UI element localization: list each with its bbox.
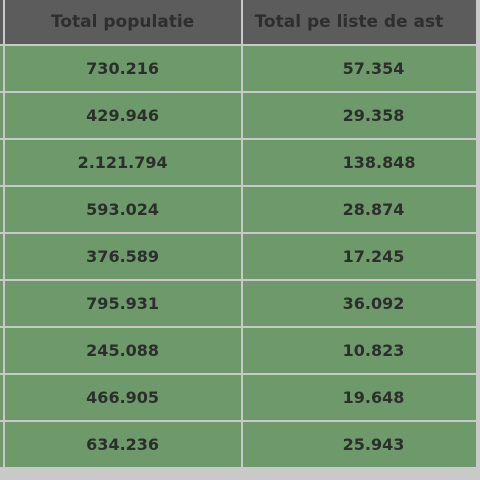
row-left-edge-cell [0,328,3,373]
header-total-on-lists[interactable]: Total pe liste de ast [242,0,476,44]
population-cell: 795.931 [4,281,241,326]
lists-cell: 36.092 [242,281,476,326]
population-cell: 634.236 [4,422,241,467]
row-left-edge-cell [0,140,3,185]
population-cell: 376.589 [4,234,241,279]
lists-cell: 19.648 [242,375,476,420]
population-cell: 245.088 [4,328,241,373]
table-row: 429.946 29.358 [0,93,476,138]
lists-cell: 138.848 [242,140,476,185]
lists-cell: 25.943 [242,422,476,467]
table-row: 376.589 17.245 [0,234,476,279]
row-left-edge-cell [0,93,3,138]
lists-cell: 17.245 [242,234,476,279]
row-left-edge-cell [0,234,3,279]
table-row: 634.236 25.943 [0,422,476,467]
table-row: 245.088 10.823 [0,328,476,373]
table-row: 2.121.794 138.848 [0,140,476,185]
lists-cell: 10.823 [242,328,476,373]
table-row: 593.024 28.874 [0,187,476,232]
lists-cell: 28.874 [242,187,476,232]
lists-cell: 29.358 [242,93,476,138]
table-row: 795.931 36.092 [0,281,476,326]
lists-cell: 57.354 [242,46,476,91]
row-left-edge-cell [0,46,3,91]
population-cell: 730.216 [4,46,241,91]
data-table: Total populatie Total pe liste de ast 73… [0,0,478,469]
row-left-edge-cell [0,281,3,326]
population-cell: 466.905 [4,375,241,420]
population-cell: 2.121.794 [4,140,241,185]
row-left-edge-cell [0,187,3,232]
table-row: 730.216 57.354 [0,46,476,91]
header-cell-left-edge [0,0,3,44]
header-total-population[interactable]: Total populatie [4,0,241,44]
table-row: 466.905 19.648 [0,375,476,420]
row-left-edge-cell [0,422,3,467]
table-header-row: Total populatie Total pe liste de ast [0,0,476,44]
population-cell: 593.024 [4,187,241,232]
row-left-edge-cell [0,375,3,420]
population-cell: 429.946 [4,93,241,138]
